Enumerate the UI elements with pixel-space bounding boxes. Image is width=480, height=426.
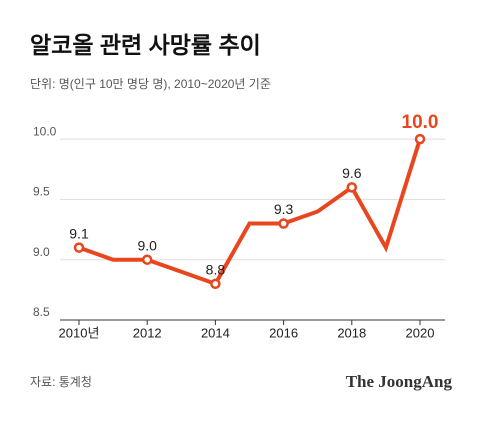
point	[278, 218, 289, 229]
brand: The JoongAng	[346, 372, 453, 391]
y-tick-label: 10.0	[33, 124, 57, 138]
data-label: 9.6	[342, 165, 362, 181]
x-tick-label: 2014	[201, 325, 230, 340]
point	[414, 133, 426, 145]
x-tick-label: 2020	[406, 325, 435, 340]
x-tick-label: 2018	[337, 325, 366, 340]
data-label: 9.1	[69, 225, 89, 241]
source: 자료: 통계청	[30, 375, 92, 389]
data-label: 10.0	[402, 112, 439, 133]
chart-subtitle: 단위: 명(인구 10만 명당 명), 2010~2020년 기준	[30, 77, 271, 91]
x-tick-label: 2012	[133, 325, 162, 340]
y-tick-label: 8.5	[33, 305, 50, 319]
x-tick-label: 2016	[269, 325, 298, 340]
point	[73, 242, 85, 253]
y-tick-label: 9.5	[33, 185, 50, 199]
point	[346, 182, 358, 193]
data-label: 8.8	[206, 262, 226, 278]
data-label: 9.0	[137, 237, 157, 253]
data-label: 9.3	[274, 201, 294, 217]
point	[141, 254, 153, 265]
line	[78, 138, 422, 287]
x-tick-label: 2010년	[59, 325, 100, 340]
chart-title: 알코올 관련 사망률 추이	[30, 32, 261, 58]
point	[210, 278, 221, 290]
y-tick-label: 9.0	[33, 245, 50, 259]
